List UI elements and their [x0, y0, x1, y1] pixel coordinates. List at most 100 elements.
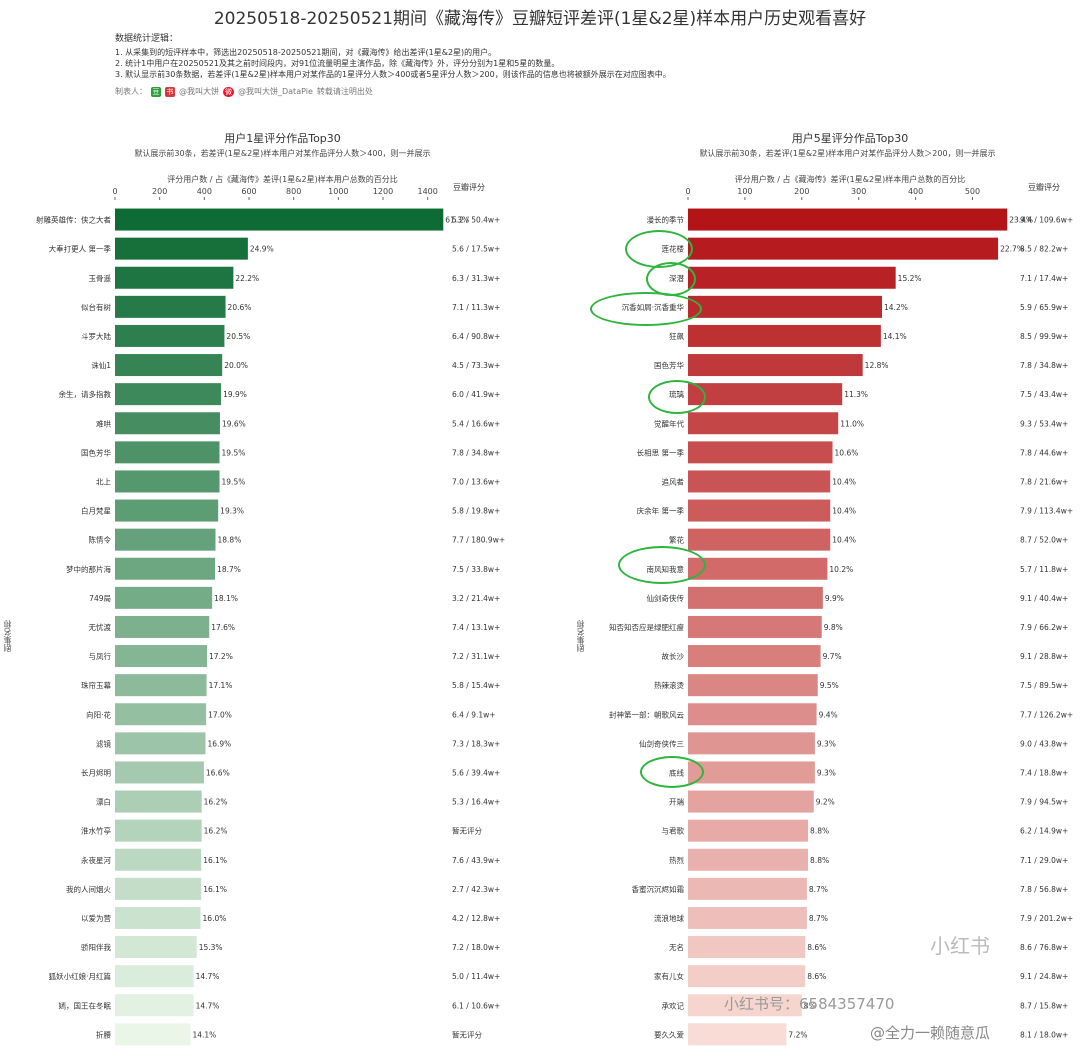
left-chart-title: 用户1星评分作品Top30	[224, 132, 341, 145]
douban-score-label: 7.7 / 126.2w+	[1020, 710, 1073, 719]
x-tick-label: 200	[152, 187, 167, 196]
percent-label: 7.2%	[788, 1030, 807, 1039]
category-label: 漫长的季节	[647, 215, 685, 225]
category-label: 仙剑奇侠传三	[639, 738, 684, 748]
percent-label: 17.6%	[211, 623, 235, 632]
percent-label: 22.7%	[1000, 245, 1024, 254]
douban-score-label: 3.2 / 21.4w+	[452, 594, 500, 603]
percent-label: 19.9%	[223, 390, 247, 399]
douban-score-label: 6.0 / 41.9w+	[452, 390, 500, 399]
bar	[688, 295, 883, 318]
bar	[688, 237, 999, 260]
bar	[688, 557, 828, 580]
category-label: 陈情令	[89, 535, 112, 545]
category-label: 白月梵星	[81, 506, 111, 516]
percent-label: 8.6%	[807, 972, 826, 981]
maker-label: 制表人：	[115, 87, 147, 96]
category-label: 我的人间烟火	[66, 884, 111, 894]
douban-score-label: 5.2 / 50.4w+	[452, 216, 500, 225]
bar	[688, 645, 821, 668]
douban-score-label: 5.0 / 11.4w+	[452, 972, 500, 981]
maker-handle-2: @我叫大饼_DataPie	[238, 87, 313, 96]
weibo-icon: 微	[223, 86, 234, 97]
category-label: 庆余年 第一季	[637, 506, 685, 516]
category-label: 似台有树	[81, 302, 111, 312]
left-x-axis-label: 评分用户数 / 占《藏海传》差评(1星&2星)样本用户总数的百分比	[167, 175, 398, 184]
bar	[688, 528, 831, 551]
douban-score-label: 5.8 / 19.8w+	[452, 507, 500, 516]
bar	[115, 965, 194, 988]
bar	[688, 499, 831, 522]
category-label: 嫣，国王在冬眠	[59, 1000, 112, 1010]
x-tick-label: 0	[685, 187, 690, 196]
douban-score-label: 8.1 / 18.0w+	[1020, 1030, 1068, 1039]
douban-score-label: 7.7 / 180.9w+	[452, 536, 505, 545]
bar	[688, 324, 881, 347]
annotation-circle-shenqian	[646, 262, 696, 296]
douban-score-label: 5.7 / 11.8w+	[1020, 565, 1068, 574]
bar	[115, 994, 194, 1017]
percent-label: 9.9%	[825, 594, 844, 603]
bar	[115, 906, 201, 929]
bar	[688, 936, 806, 959]
category-label: 漂白	[96, 797, 111, 807]
x-tick-label: 300	[851, 187, 866, 196]
percent-label: 16.2%	[204, 827, 228, 836]
bar	[688, 586, 823, 609]
category-label: 繁花	[669, 535, 684, 545]
percent-label: 16.1%	[203, 856, 227, 865]
bar	[688, 877, 807, 900]
percent-label: 14.1%	[883, 332, 907, 341]
douban-score-label: 7.8 / 44.6w+	[1020, 448, 1068, 457]
category-label: 诛仙1	[91, 360, 111, 370]
bar	[115, 354, 223, 377]
percent-label: 23.4%	[1009, 216, 1033, 225]
percent-label: 9.4%	[819, 710, 838, 719]
percent-label: 12.8%	[865, 361, 889, 370]
douban-score-label: 7.9 / 201.2w+	[1020, 914, 1073, 923]
percent-label: 18.1%	[214, 594, 238, 603]
bar	[688, 354, 863, 377]
category-label: 斗罗大陆	[81, 331, 111, 341]
bar	[688, 732, 815, 755]
douban-score-label: 9.4 / 109.6w+	[1020, 216, 1073, 225]
bar	[688, 383, 843, 406]
bar	[115, 1023, 191, 1046]
douban-score-label: 7.3 / 18.3w+	[452, 739, 500, 748]
douban-score-label: 暂无评分	[452, 1029, 482, 1039]
percent-label: 8.6%	[807, 943, 826, 952]
category-label: 狐妖小红娘·月红篇	[49, 971, 112, 981]
x-tick-label: 1200	[373, 187, 393, 196]
bar	[115, 470, 220, 493]
bar	[115, 266, 234, 289]
category-label: 觉醒年代	[654, 418, 684, 428]
annotation-circle-chenxiang	[590, 292, 702, 326]
bar	[688, 208, 1008, 231]
percent-label: 11.3%	[844, 390, 868, 399]
maker-note: 转载请注明出处	[316, 87, 373, 96]
douban-score-label: 7.8 / 56.8w+	[1020, 885, 1068, 894]
douban-score-label: 7.9 / 113.4w+	[1020, 507, 1073, 516]
douban-score-label: 7.8 / 34.8w+	[1020, 361, 1068, 370]
douban-score-label: 2.7 / 42.3w+	[452, 885, 500, 894]
douban-score-label: 7.1 / 11.3w+	[452, 303, 500, 312]
desc-line-3: 3. 默认显示前30条数据，若差评(1星&2星)样本用户对某作品的1星评分人数＞…	[115, 70, 671, 79]
bar	[115, 528, 216, 551]
category-label: 无名	[669, 942, 684, 952]
percent-label: 20.5%	[226, 332, 250, 341]
bar	[115, 790, 202, 813]
douban-score-label: 6.1 / 10.6w+	[452, 1001, 500, 1010]
douban-score-label: 9.1 / 28.8w+	[1020, 652, 1068, 661]
category-label: 故长沙	[662, 651, 685, 661]
percent-label: 9.2%	[816, 798, 835, 807]
category-label: 玉骨遥	[89, 273, 112, 283]
left-chart-subtitle: 默认展示前30条，若差评(1星&2星)样本用户对某作品评分人数＞400，则一并展…	[134, 149, 431, 158]
percent-label: 22.2%	[235, 274, 259, 283]
douban-score-label: 7.5 / 33.8w+	[452, 565, 500, 574]
douban-score-label: 7.4 / 13.1w+	[452, 623, 500, 632]
douban-score-label: 7.0 / 13.6w+	[452, 477, 500, 486]
percent-label: 10.4%	[832, 477, 856, 486]
bar	[115, 208, 444, 231]
percent-label: 15.2%	[898, 274, 922, 283]
